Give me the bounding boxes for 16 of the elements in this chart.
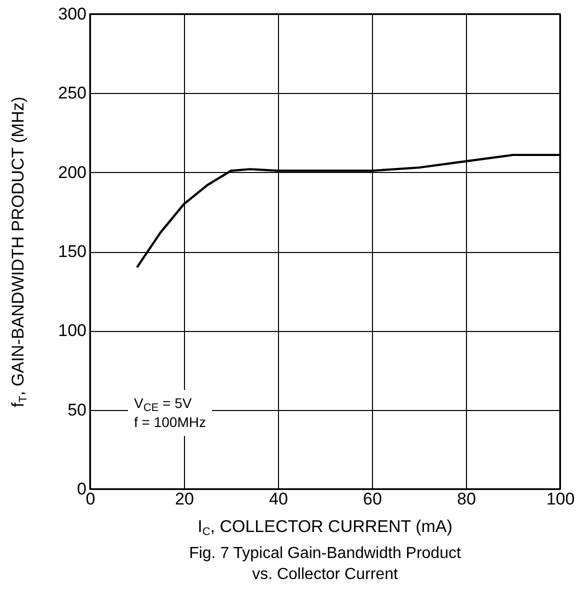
y-tick-label: 250 xyxy=(58,84,86,103)
x-tick-label: 40 xyxy=(269,490,288,508)
x-axis-title: I$_{C}$, COLLECTOR CURRENT (mA) xyxy=(198,517,452,538)
y-tick-label: 50 xyxy=(68,400,86,420)
x-tick-label: 60 xyxy=(363,490,382,508)
text: vs. Collector Current xyxy=(252,566,398,583)
y-tick-label: 150 xyxy=(58,242,86,261)
y-tick-label: 100 xyxy=(58,321,86,340)
caption: Fig. 7 Typical Gain-Bandwidth Product xyxy=(189,545,461,562)
x-tick-label: 100 xyxy=(546,490,575,508)
y-tick-label: 300 xyxy=(58,4,86,24)
x-tick-label: 80 xyxy=(457,490,476,508)
x-tick-label: 20 xyxy=(175,490,194,508)
annotation: f = 100MHz xyxy=(134,412,206,432)
annotation: V$_{CE}$ = 5V xyxy=(134,394,193,414)
y-tick-label: 200 xyxy=(58,162,86,182)
